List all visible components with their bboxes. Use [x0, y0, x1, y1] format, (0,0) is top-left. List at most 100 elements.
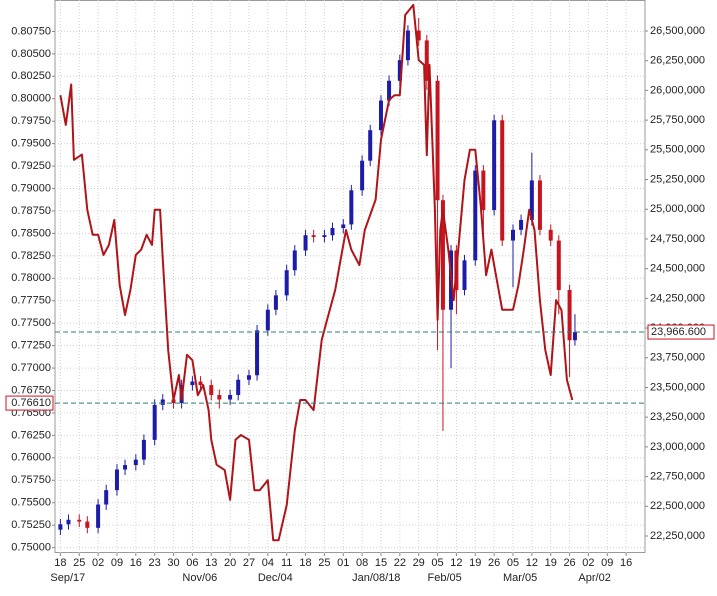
x-month-label: Mar/05	[503, 572, 537, 584]
x-tick-label: 09	[601, 557, 613, 569]
y-tick-label: 0.77750	[11, 295, 51, 307]
x-tick-label: 16	[620, 557, 632, 569]
x-tick-label: 26	[488, 557, 500, 569]
y-tick-label: 0.76000	[11, 452, 51, 464]
candle-body	[273, 295, 278, 310]
x-tick-label: 30	[167, 557, 179, 569]
candle-body	[292, 250, 297, 271]
candle-body	[311, 235, 316, 237]
x-tick-label: 09	[111, 557, 123, 569]
y2-tick-label: 26,000,000	[650, 84, 705, 96]
x-tick-label: 22	[394, 557, 406, 569]
candle-body	[405, 30, 410, 61]
x-tick-label: 18	[299, 557, 311, 569]
y2-tick-label: 24,500,000	[650, 263, 705, 275]
candle-body	[246, 375, 251, 380]
candle-body	[481, 170, 486, 211]
y-tick-label: 0.75000	[11, 542, 51, 554]
candle-body	[492, 120, 497, 211]
y-tick-label: 0.79250	[11, 160, 51, 172]
x-tick-label: 15	[375, 557, 387, 569]
candle-body	[416, 30, 421, 41]
candle-body	[387, 80, 392, 101]
candle-body	[114, 469, 119, 491]
y-tick-label: 0.75500	[11, 497, 51, 509]
y-tick-label: 0.80000	[11, 93, 51, 105]
y2-tick-label: 26,500,000	[650, 25, 705, 37]
candle-body	[58, 524, 63, 530]
x-month-label: Sep/17	[50, 572, 85, 584]
candle-body	[330, 228, 335, 236]
y2-tick-label: 26,250,000	[650, 55, 705, 67]
y-tick-label: 0.78000	[11, 272, 51, 284]
candle-body	[209, 385, 214, 395]
x-tick-label: 25	[318, 557, 330, 569]
candle-body	[284, 270, 289, 296]
y2-tick-label: 23,000,000	[650, 441, 705, 453]
y2-tick-label: 25,750,000	[650, 114, 705, 126]
y-tick-label: 0.76750	[11, 384, 51, 396]
candle-body	[500, 120, 505, 241]
marker-box	[647, 324, 715, 340]
plot-frame	[54, 0, 646, 553]
x-tick-label: 05	[507, 557, 519, 569]
x-tick-label: 12	[526, 557, 538, 569]
candle-body	[424, 40, 429, 81]
candle-body	[349, 190, 354, 225]
candle-body	[435, 80, 440, 201]
candle-body	[77, 519, 82, 522]
y2-tick-label: 23,500,000	[650, 381, 705, 393]
y-tick-label: 0.79750	[11, 115, 51, 127]
candle-body	[548, 229, 553, 241]
x-tick-label: 11	[281, 557, 292, 569]
x-month-label: Feb/05	[428, 572, 462, 584]
x-tick-label: 12	[450, 557, 462, 569]
x-tick-label: 01	[337, 557, 349, 569]
x-tick-label: 23	[149, 557, 161, 569]
candle-body	[462, 260, 467, 290]
x-tick-label: 04	[262, 557, 274, 569]
y-tick-label: 0.77500	[11, 317, 51, 329]
candle-body	[572, 332, 577, 341]
candle-body	[190, 381, 195, 386]
x-tick-label: 18	[54, 557, 66, 569]
candle-body	[303, 235, 308, 251]
candle-body	[160, 399, 165, 405]
y-tick-label: 0.75750	[11, 474, 51, 486]
candle-body	[66, 519, 71, 525]
candle-body	[133, 459, 138, 466]
candle-body	[510, 229, 515, 241]
candle-body	[123, 465, 128, 470]
y-tick-label: 0.77000	[11, 362, 51, 374]
candle-body	[265, 309, 270, 331]
x-month-label: Apr/02	[578, 572, 610, 584]
y-tick-label: 0.78500	[11, 227, 51, 239]
candle-body	[104, 490, 109, 505]
candle-body	[236, 379, 241, 395]
candle-body	[341, 224, 346, 229]
marker-label: 23,966.600	[651, 326, 706, 338]
y2-tick-label: 24,250,000	[650, 292, 705, 304]
y-tick-label: 0.80750	[11, 25, 51, 37]
x-tick-label: 16	[130, 557, 142, 569]
candle-body	[360, 160, 365, 191]
candle-body	[228, 395, 233, 400]
x-tick-label: 29	[413, 557, 425, 569]
x-tick-label: 05	[431, 557, 443, 569]
x-month-label: Jan/08/18	[352, 572, 400, 584]
candle-body	[556, 240, 561, 290]
y-tick-label: 0.80500	[11, 48, 51, 60]
x-tick-label: 25	[73, 557, 85, 569]
y2-tick-label: 24,750,000	[650, 233, 705, 245]
candle-body	[368, 130, 373, 161]
y-tick-label: 0.78750	[11, 205, 51, 217]
y2-tick-label: 23,250,000	[650, 411, 705, 423]
candle-body	[217, 395, 222, 400]
candle-body	[171, 399, 176, 404]
candle-body	[96, 504, 101, 528]
marker-box	[5, 395, 54, 411]
x-tick-label: 02	[92, 557, 104, 569]
y-tick-label: 0.79000	[11, 182, 51, 194]
x-tick-label: 06	[186, 557, 198, 569]
